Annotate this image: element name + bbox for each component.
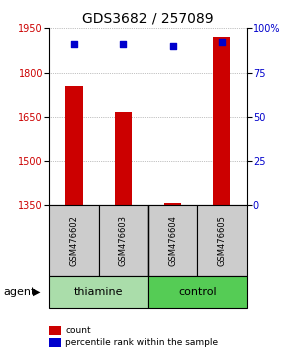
Bar bbox=[213, 37, 231, 205]
Text: GSM476604: GSM476604 bbox=[168, 215, 177, 266]
Bar bbox=[65, 86, 83, 205]
Point bbox=[72, 41, 76, 47]
Text: GSM476602: GSM476602 bbox=[69, 215, 79, 266]
Point bbox=[220, 40, 224, 45]
Bar bbox=[49, 205, 99, 276]
Title: GDS3682 / 257089: GDS3682 / 257089 bbox=[82, 12, 214, 26]
Bar bbox=[197, 205, 246, 276]
Text: percentile rank within the sample: percentile rank within the sample bbox=[65, 338, 218, 347]
Bar bbox=[148, 276, 246, 308]
Text: ▶: ▶ bbox=[33, 287, 41, 297]
Bar bbox=[164, 203, 181, 205]
Text: GSM476605: GSM476605 bbox=[217, 215, 226, 266]
Point bbox=[170, 43, 175, 49]
Point bbox=[121, 41, 126, 47]
Text: count: count bbox=[65, 326, 91, 335]
Text: GSM476603: GSM476603 bbox=[119, 215, 128, 266]
Bar bbox=[99, 205, 148, 276]
Text: thiamine: thiamine bbox=[74, 287, 123, 297]
Bar bbox=[49, 276, 148, 308]
Bar bbox=[115, 113, 132, 205]
Text: agent: agent bbox=[3, 287, 35, 297]
Bar bbox=[148, 205, 197, 276]
Text: control: control bbox=[178, 287, 217, 297]
